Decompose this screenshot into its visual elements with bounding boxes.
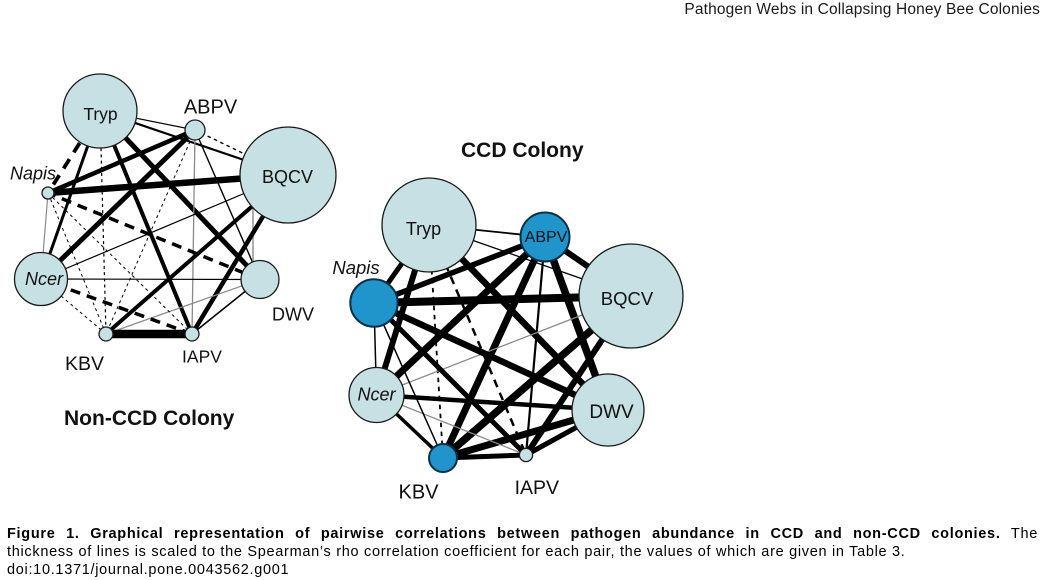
svg-text:Napis: Napis (10, 164, 56, 184)
svg-text:IAPV: IAPV (515, 477, 559, 499)
svg-text:KBV: KBV (65, 353, 104, 375)
svg-text:CCD Colony: CCD Colony (461, 139, 584, 162)
svg-text:BQCV: BQCV (601, 288, 654, 309)
svg-text:DWV: DWV (589, 402, 634, 423)
svg-text:Non-CCD Colony: Non-CCD Colony (64, 407, 235, 430)
svg-text:Tryp: Tryp (406, 219, 441, 239)
svg-text:Ncer: Ncer (25, 269, 64, 289)
svg-text:IAPV: IAPV (182, 347, 222, 367)
svg-text:DWV: DWV (272, 305, 314, 325)
svg-text:ABPV: ABPV (184, 97, 238, 119)
svg-text:Ncer: Ncer (357, 385, 396, 405)
svg-text:ABPV: ABPV (525, 229, 568, 246)
svg-text:Napis: Napis (332, 257, 379, 278)
svg-text:KBV: KBV (398, 482, 439, 504)
svg-text:BQCV: BQCV (262, 167, 313, 187)
svg-text:Tryp: Tryp (83, 104, 117, 124)
